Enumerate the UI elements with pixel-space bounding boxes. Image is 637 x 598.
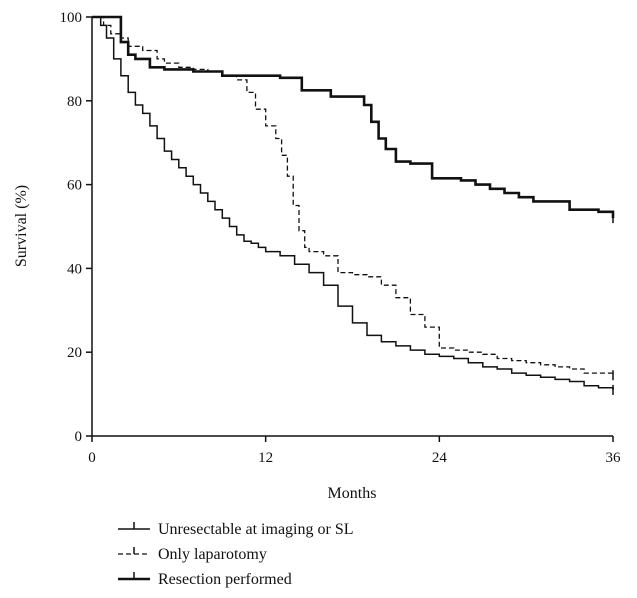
- axes: [91, 17, 613, 437]
- x-tick-label: 0: [88, 450, 96, 466]
- legend-label-2: Only laparotomy: [158, 546, 267, 563]
- tick-labels: 0 20 40 60 80 100 0 12 24 36: [60, 10, 622, 466]
- y-tick-label: 40: [67, 261, 82, 277]
- y-tick-label: 100: [60, 10, 83, 26]
- series-line-2: [92, 16, 614, 376]
- y-tick-label: 60: [67, 178, 82, 194]
- y-tick-label: 20: [67, 345, 82, 361]
- series-line-1: [92, 16, 614, 390]
- y-tick-label: 80: [67, 94, 82, 110]
- x-tick-label: 36: [606, 450, 622, 466]
- series-lines: [92, 15, 615, 395]
- x-tick-label: 24: [432, 450, 448, 466]
- legend-label-3: Resection performed: [158, 571, 292, 588]
- x-axis-title: Months: [328, 485, 377, 502]
- y-axis-title: Survival (%): [13, 185, 30, 267]
- series-line-3: [92, 15, 615, 219]
- y-tick-label: 0: [75, 429, 83, 445]
- legend: Unresectable at imaging or SL Only laparo…: [118, 521, 354, 588]
- x-tick-label: 12: [258, 450, 273, 466]
- legend-label-1: Unresectable at imaging or SL: [158, 521, 354, 538]
